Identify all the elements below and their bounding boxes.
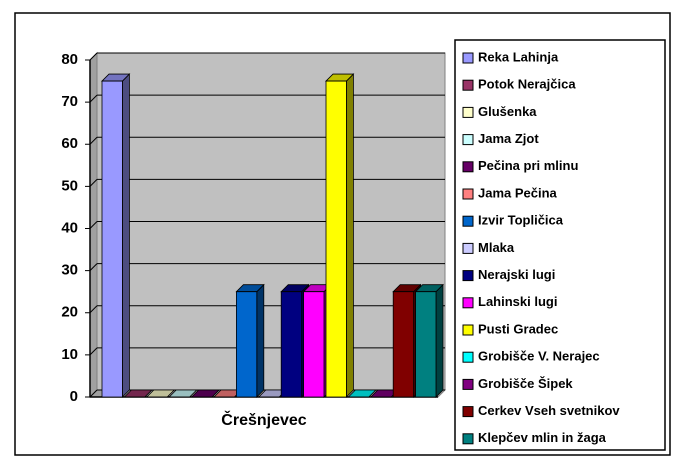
legend-label: Cerkev Vseh svetnikov [478,403,620,418]
grid-line [89,389,98,398]
legend-label: Lahinski lugi [478,294,557,309]
legend-swatch [462,270,474,282]
grid-line [89,94,98,103]
y-tick-label: 40 [61,219,78,236]
legend-label: Reka Lahinja [478,49,559,64]
grid-line [89,263,98,271]
grid-line [89,179,98,187]
legend-swatch [462,324,474,336]
legend-swatch [462,378,474,390]
bar-face [325,80,347,398]
grid-line [89,221,98,229]
y-tick-label: 20 [61,304,78,321]
grid-line [89,52,98,61]
x-tick-label: Črešnjevec [221,410,306,429]
legend-swatch [462,188,474,200]
bar [168,389,198,398]
bar-face [435,283,444,398]
legend-swatch [462,433,474,445]
legend-swatch [462,351,474,363]
legend-label: Pečina pri mlinu [478,158,578,173]
bar [347,389,377,398]
legend-swatch [462,79,474,91]
bar-face [303,291,325,398]
legend-label: Pusti Gradec [478,321,558,336]
y-tick-label: 50 [61,177,78,194]
y-tick-label: 10 [61,346,78,363]
bar-face [392,291,415,398]
legend-label: Potok Nerajčica [478,77,576,92]
bar-face [256,283,265,398]
bar [123,389,153,398]
legend-label: Mlaka [478,240,515,255]
bar [414,283,444,398]
legend-swatch [462,134,474,146]
legend-label: Izvir Topličica [478,213,564,228]
legend-box [454,39,666,451]
y-tick-label: 70 [61,93,78,110]
bar-face [415,291,437,398]
y-tick-label: 60 [61,135,78,152]
legend-label: Grobišče Šipek [478,376,573,391]
legend-label: Nerajski lugi [478,267,555,282]
bar [325,73,355,398]
bar-face [280,291,303,398]
bar-face [345,73,354,398]
legend-swatch [462,242,474,254]
legend-swatch [462,215,474,227]
legend-swatch [462,161,474,173]
bar-face [122,73,130,398]
grid-line [89,347,98,356]
grid-line [89,305,98,314]
legend-swatch [462,297,474,309]
legend-label: Grobišče V. Nerajec [478,349,600,364]
legend-swatch [462,106,474,118]
legend-label: Glušenka [478,104,537,119]
bar-face [101,80,123,398]
y-tick-label: 30 [61,262,78,279]
bar-face [235,291,258,398]
bar [145,389,176,398]
legend-swatch [462,406,474,418]
y-tick-label: 0 [70,388,78,405]
bar [235,283,265,398]
y-tick-label: 80 [61,51,78,68]
legend-label: Jama Pečina [478,185,558,200]
bar [190,389,220,398]
legend-label: Klepčev mlin in žaga [478,430,607,445]
bar [101,73,131,398]
legend-label: Jama Zjot [478,131,539,146]
legend-swatch [462,52,474,64]
grid-line [89,136,98,145]
